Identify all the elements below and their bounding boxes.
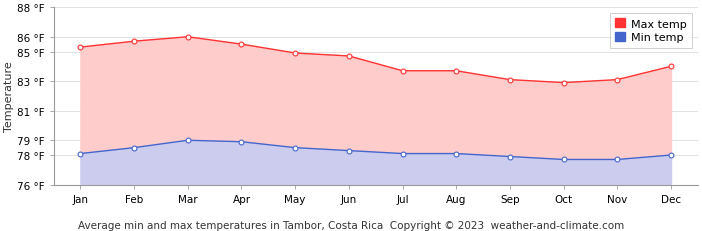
Y-axis label: Temperature: Temperature — [4, 61, 14, 132]
Text: Average min and max temperatures in Tambor, Costa Rica  Copyright © 2023  weathe: Average min and max temperatures in Tamb… — [78, 220, 624, 230]
Legend: Max temp, Min temp: Max temp, Min temp — [610, 14, 692, 49]
